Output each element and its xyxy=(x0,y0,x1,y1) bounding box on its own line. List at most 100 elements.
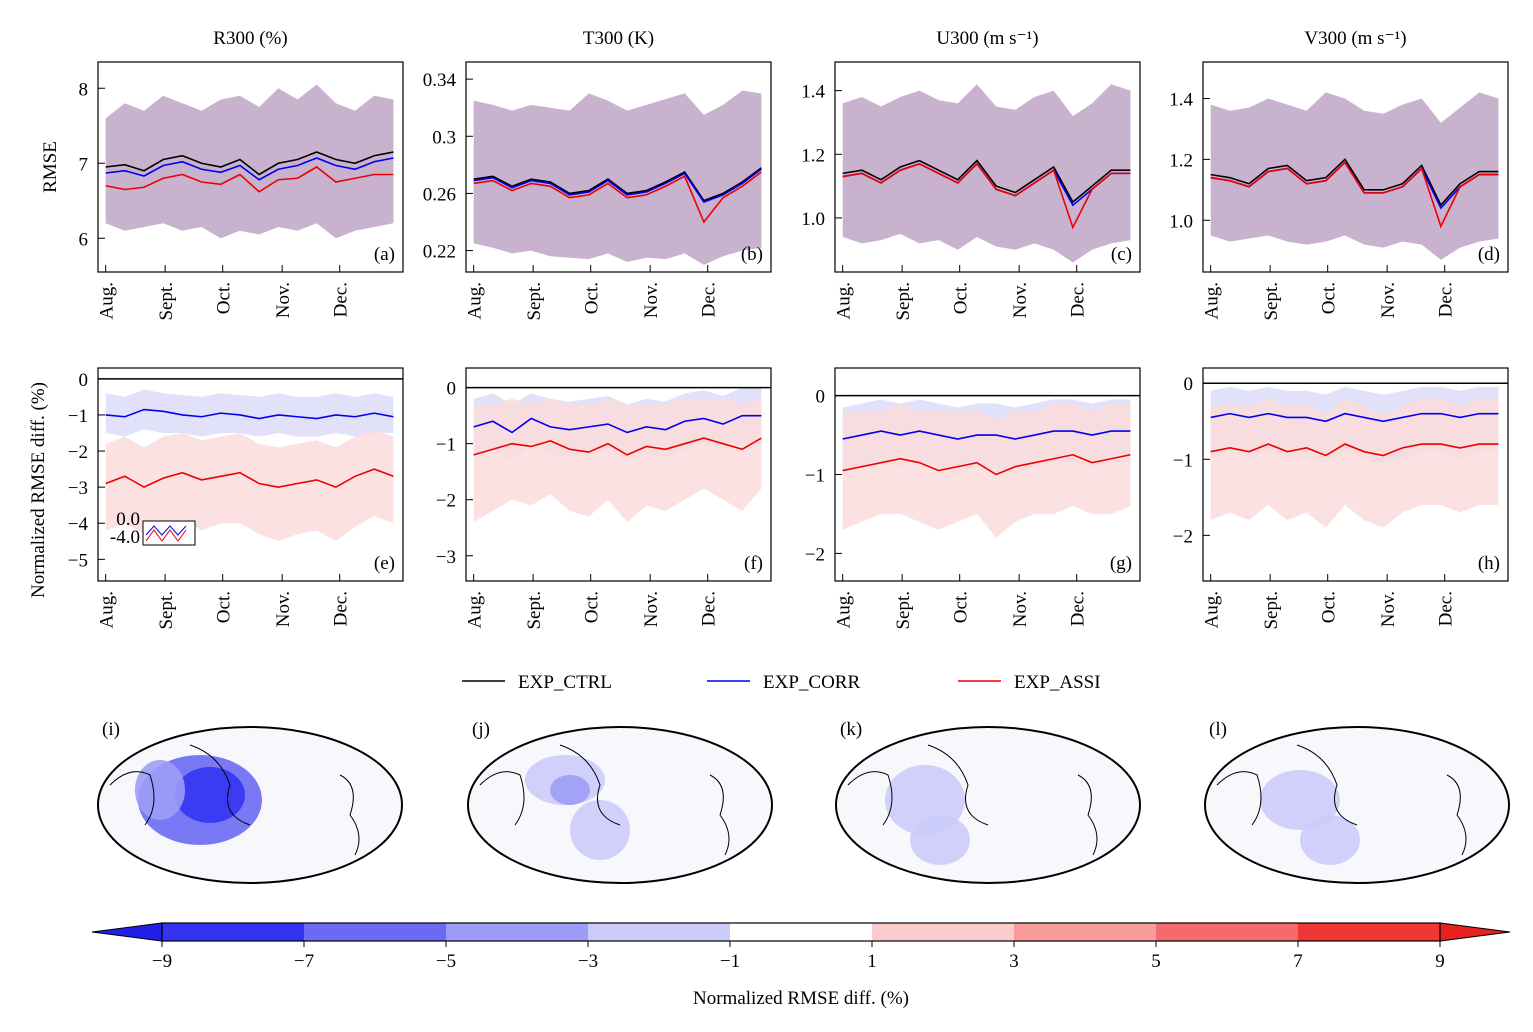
x-tick-label: Dec. xyxy=(699,591,720,626)
x-tick-label: Nov. xyxy=(1378,591,1399,627)
y-tick-label: 0.26 xyxy=(423,184,456,205)
x-tick-label: Dec. xyxy=(1436,282,1457,317)
x-tick-label: Sept. xyxy=(1261,282,1282,321)
x-tick-label: Aug. xyxy=(465,282,486,319)
map-anomaly xyxy=(570,800,630,860)
x-tick-label: Oct. xyxy=(582,591,603,623)
y-tick-label: 0 xyxy=(447,379,457,400)
map xyxy=(98,727,402,883)
y-axis-label: RMSE xyxy=(40,141,61,193)
x-tick-label: Dec. xyxy=(1436,591,1457,626)
x-tick-label: Aug. xyxy=(834,282,855,319)
x-tick-label: Dec. xyxy=(699,282,720,317)
y-tick-label: −3 xyxy=(68,478,88,499)
colorbar-cell xyxy=(304,923,446,941)
x-tick-label: Dec. xyxy=(1068,282,1089,317)
x-tick-label: Oct. xyxy=(214,591,235,623)
colorbar-cell xyxy=(162,923,304,941)
map-bg xyxy=(1205,727,1509,883)
x-tick-label: Sept. xyxy=(156,282,177,321)
y-tick-label: 0.3 xyxy=(432,127,456,148)
x-tick-label: Oct. xyxy=(951,282,972,314)
y-tick-label: −5 xyxy=(68,550,88,571)
colorbar-cell xyxy=(1298,923,1440,941)
colorbar-tick-label: −3 xyxy=(578,951,598,972)
map-anomaly xyxy=(550,775,590,805)
map-label: (i) xyxy=(102,719,120,740)
x-tick-label: Oct. xyxy=(582,282,603,314)
series-line xyxy=(473,414,762,434)
axes-frame xyxy=(465,367,772,582)
coastline xyxy=(847,744,1098,856)
y-tick-label: −2 xyxy=(436,491,456,512)
plot-area xyxy=(473,90,762,265)
plot-area xyxy=(1210,92,1499,260)
x-tick-label: Sept. xyxy=(1261,591,1282,630)
x-tick-label: Sept. xyxy=(156,591,177,630)
y-tick-label: −3 xyxy=(436,547,456,568)
series-line xyxy=(473,168,762,203)
inset-frame xyxy=(142,520,196,546)
map xyxy=(468,727,772,883)
inset-line xyxy=(145,525,187,536)
series-line xyxy=(1210,158,1499,207)
map-anomaly xyxy=(135,760,185,820)
colorbar-extend xyxy=(1439,922,1511,942)
x-tick-label: Aug. xyxy=(834,591,855,628)
spread-band xyxy=(842,403,1131,538)
x-tick-label: Oct. xyxy=(214,282,235,314)
y-tick-label: 1.0 xyxy=(1169,211,1193,232)
series-line xyxy=(473,167,762,202)
x-tick-label: Nov. xyxy=(641,591,662,627)
axes-frame xyxy=(97,367,404,582)
plot-area xyxy=(98,378,403,542)
plot-area xyxy=(1203,382,1508,528)
y-tick-label: −2 xyxy=(805,544,825,565)
y-tick-label: 1.4 xyxy=(801,82,825,103)
y-tick-label: 0.34 xyxy=(423,70,457,91)
x-tick-label: Sept. xyxy=(893,282,914,321)
legend-label: EXP_ASSI xyxy=(1014,672,1101,693)
panel-label: (d) xyxy=(1478,244,1500,265)
series-line xyxy=(1210,161,1499,229)
colorbar-tick-label: 7 xyxy=(1293,951,1303,972)
x-tick-label: Nov. xyxy=(1378,282,1399,318)
plot-area xyxy=(835,394,1140,538)
y-tick-label: −2 xyxy=(68,442,88,463)
map-anomaly xyxy=(175,767,245,823)
colorbar-cell xyxy=(1014,923,1156,941)
spread-band xyxy=(1210,398,1499,528)
inset-line xyxy=(145,529,187,542)
x-tick-label: Sept. xyxy=(524,591,545,630)
series-line xyxy=(1210,443,1499,457)
y-tick-label: 1.0 xyxy=(801,209,825,230)
map xyxy=(836,727,1140,883)
axes-frame xyxy=(97,61,404,273)
colorbar-cell xyxy=(872,923,1014,941)
panel-label: (c) xyxy=(1111,244,1132,265)
y-tick-label: −4 xyxy=(68,514,89,535)
colorbar-cell xyxy=(1156,923,1298,941)
map-anomaly xyxy=(1300,815,1360,865)
panel-title: T300 (K) xyxy=(583,28,654,49)
colorbar-frame xyxy=(161,922,1441,942)
map-outline xyxy=(835,726,1141,884)
panel-title: V300 (m s⁻¹) xyxy=(1304,28,1406,49)
series-line xyxy=(473,171,762,224)
coastline xyxy=(109,744,360,856)
y-tick-label: 6 xyxy=(79,229,89,250)
y-tick-label: 0 xyxy=(1184,374,1194,395)
map-outline xyxy=(467,726,773,884)
colorbar-tick-label: −5 xyxy=(436,951,456,972)
axes-frame xyxy=(834,61,1141,273)
spread-band xyxy=(105,429,394,542)
x-tick-label: Sept. xyxy=(893,591,914,630)
panel-title: U300 (m s⁻¹) xyxy=(936,28,1038,49)
series-line xyxy=(1210,412,1499,423)
x-tick-label: Aug. xyxy=(1202,282,1223,319)
spread-band xyxy=(473,398,762,523)
x-tick-label: Oct. xyxy=(1319,282,1340,314)
map-label: (l) xyxy=(1209,719,1227,740)
spread-band xyxy=(105,84,394,239)
map-anomaly xyxy=(1260,770,1340,830)
